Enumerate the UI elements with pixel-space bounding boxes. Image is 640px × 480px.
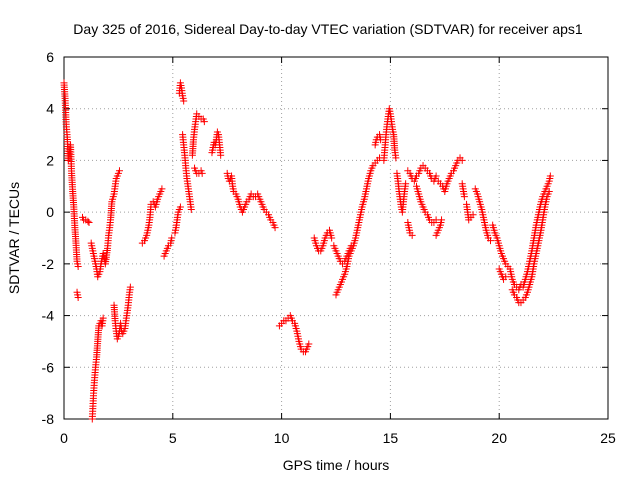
data-point xyxy=(217,151,225,159)
data-point xyxy=(85,218,93,226)
data-point xyxy=(438,216,446,224)
x-tick-label: 10 xyxy=(274,430,290,446)
y-axis-label: SDTVAR / TECUs xyxy=(6,182,22,294)
data-point xyxy=(180,97,188,105)
data-point xyxy=(187,206,195,214)
y-tick-label: 2 xyxy=(46,152,54,168)
y-tick-label: -4 xyxy=(42,308,55,324)
data-point xyxy=(99,314,107,322)
data-point xyxy=(305,340,313,348)
y-tick-label: 6 xyxy=(46,49,54,65)
data-point xyxy=(502,273,510,281)
data-point xyxy=(74,262,82,270)
x-tick-label: 5 xyxy=(169,430,177,446)
x-axis-label: GPS time / hours xyxy=(283,457,390,473)
data-point xyxy=(198,169,206,177)
y-tick-label: -6 xyxy=(42,359,55,375)
y-tick-label: -2 xyxy=(42,256,55,272)
data-point xyxy=(74,293,82,301)
plot-frame xyxy=(63,56,609,420)
x-tick-label: 20 xyxy=(491,430,507,446)
data-point xyxy=(392,154,400,162)
x-tick-label: 0 xyxy=(60,430,68,446)
data-points xyxy=(60,79,554,423)
data-point xyxy=(469,211,477,219)
data-point xyxy=(126,283,134,291)
x-tick-label: 25 xyxy=(600,430,616,446)
data-point xyxy=(168,234,176,242)
data-point xyxy=(158,185,166,193)
data-point xyxy=(84,217,92,225)
data-point xyxy=(200,118,208,126)
x-tick-label: 15 xyxy=(383,430,399,446)
data-point xyxy=(408,231,416,239)
data-point xyxy=(486,237,494,245)
data-point xyxy=(546,172,554,180)
y-tick-label: 0 xyxy=(46,204,54,220)
data-point xyxy=(115,167,123,175)
data-point xyxy=(402,180,410,188)
data-point xyxy=(460,193,468,201)
data-point xyxy=(328,234,336,242)
y-tick-label: 4 xyxy=(46,101,54,117)
axis-ticks: 0 5 10 15 20 25 -8 -6 -4 -2 0 2 4 6 xyxy=(42,49,616,446)
data-point xyxy=(176,203,184,211)
data-point xyxy=(432,172,440,180)
y-tick-label: -8 xyxy=(42,411,55,427)
chart-title: Day 325 of 2016, Sidereal Day-to-day VTE… xyxy=(73,21,583,37)
data-point xyxy=(271,224,279,232)
data-point xyxy=(458,156,466,164)
